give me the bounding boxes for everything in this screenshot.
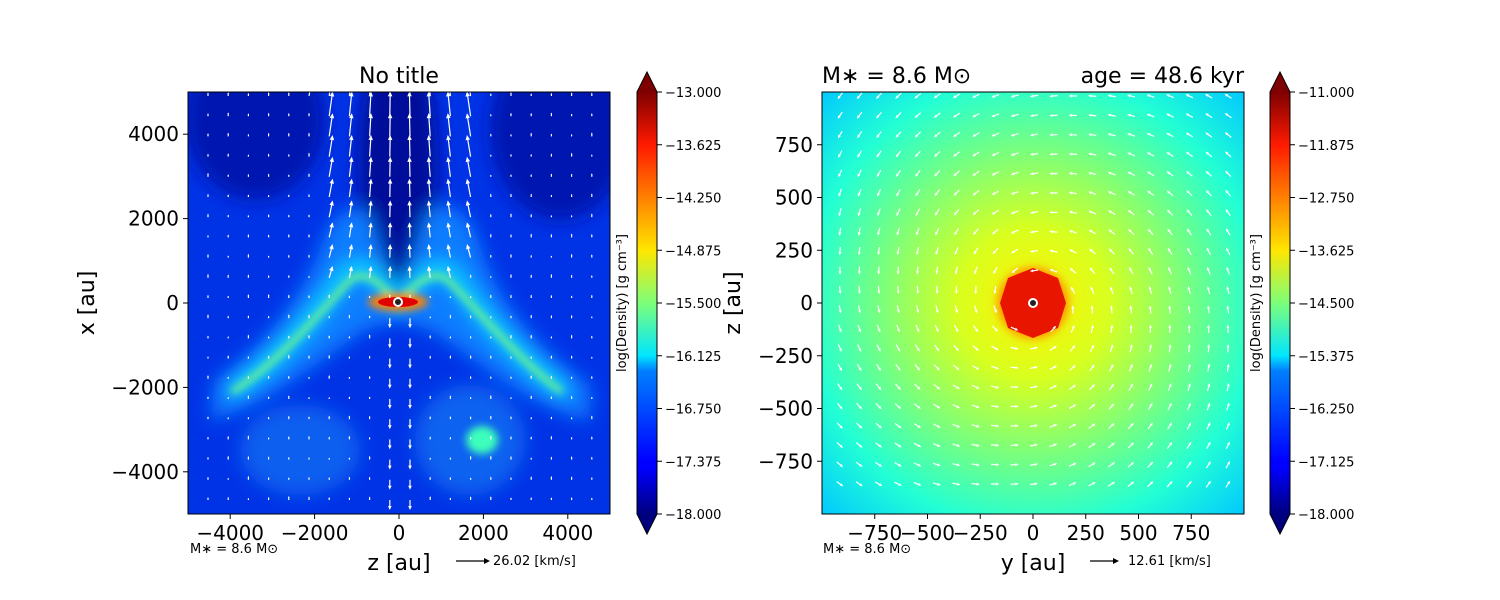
right-colorbar: −11.000 −11.875 −12.750 −13.625 −14.500 −15.3… [1249, 72, 1354, 534]
right-mass-note: M∗ = 8.6 M⊙ [823, 542, 911, 557]
left-ytick-label: 0 [166, 291, 179, 315]
right-colorbar-tick-label: −11.875 [1298, 139, 1354, 154]
left-colorbar-label: log(Density) [g cm⁻³] [615, 234, 630, 372]
left-velocity-arrow-head [612, 255, 613, 256]
left-mass-note: M∗ = 8.6 M⊙ [190, 542, 278, 557]
left-velocity-arrow-head [612, 195, 613, 196]
right-title-right: age = 48.6 kyr [1081, 64, 1245, 89]
right-colorbar-tick-label: −18.000 [1298, 508, 1354, 523]
left-xtick-label: 0 [393, 521, 406, 545]
left-velocity-arrow [409, 160, 410, 177]
right-colorbar-tick-label: −14.500 [1298, 297, 1354, 312]
left-velocity-arrow-head [611, 457, 612, 458]
left-colorbar-tick-label: −16.750 [665, 403, 721, 418]
right-xtick-label: 750 [1172, 521, 1210, 545]
right-colorbar-tick-label: −16.250 [1298, 403, 1354, 418]
right-colorbar-tick-label: −15.375 [1298, 350, 1354, 365]
right-xtick-label: 250 [1067, 521, 1105, 545]
left-panel: −4000 −2000 0 2000 4000−4000−2000020004000 N… [75, 40, 721, 576]
right-ytick-label: 500 [775, 186, 813, 210]
left-velocity-arrow-head [611, 133, 612, 134]
left-velocity-arrow-head [349, 70, 353, 75]
right-ytick-label: 750 [775, 133, 813, 157]
left-velocity-arrow-head [611, 274, 612, 275]
left-ylabel: x [au] [75, 271, 100, 336]
right-xtick-label: −250 [953, 521, 1008, 545]
left-velocity-arrow-head [330, 70, 334, 75]
right-ylabel: z [au] [721, 271, 746, 334]
right-sink-particle [1029, 299, 1037, 307]
left-velocity-arrow [409, 116, 410, 136]
left-velocity-arrow-head [611, 476, 612, 477]
left-xtick-label: 2000 [458, 521, 509, 545]
left-velocity-arrow-head [310, 70, 314, 75]
right-colorbar-label: log(Density) [g cm⁻³] [1249, 234, 1264, 372]
left-colorbar-tick-label: −15.500 [665, 297, 721, 312]
left-colorbar-tick-label: −18.000 [665, 508, 721, 523]
left-velocity-arrow-head [611, 233, 612, 235]
left-colorbar-tick-label: −16.125 [665, 350, 721, 365]
left-ytick-label: −4000 [111, 460, 179, 484]
left-ytick-label: 4000 [128, 122, 179, 146]
left-xtick-label: −2000 [281, 521, 349, 545]
left-colorbar-tick-label: −14.250 [665, 192, 721, 207]
left-velocity-arrow-head [611, 173, 612, 174]
right-ytick-label: −750 [758, 449, 813, 473]
right-ytick-label: 250 [775, 238, 813, 262]
left-velocity-arrow [409, 182, 410, 197]
left-velocity-arrow-head [446, 70, 450, 75]
left-velocity-arrow-head [611, 436, 612, 437]
right-panel: −750−500−250 0 250 500 750−750−500−250025050… [721, 3, 1354, 600]
left-xtick-label: 4000 [542, 521, 593, 545]
left-velocity-arrow-head [465, 70, 469, 75]
left-colorbar-tick-label: −17.375 [665, 455, 721, 470]
right-title-left: M∗ = 8.6 M⊙ [822, 64, 971, 89]
left-velocity-arrow-head [611, 113, 612, 114]
right-ytick-label: −250 [758, 344, 813, 368]
left-velocity-arrow-head [612, 94, 613, 95]
left-colorbar: −13.000 −13.625 −14.250 −14.875 −15.500 −16.1… [615, 72, 721, 534]
right-quiver-key-label: 12.61 [km/s] [1128, 554, 1211, 569]
right-xtick-label: 0 [1027, 521, 1040, 545]
right-colorbar-tick-label: −17.125 [1298, 455, 1354, 470]
right-colorbar-tick-label: −11.000 [1298, 86, 1354, 101]
left-colorbar-tick-label: −13.000 [665, 86, 721, 101]
left-velocity-arrow-head [612, 356, 613, 357]
left-sink-particle [394, 298, 402, 306]
left-velocity-arrow-head [611, 496, 612, 498]
left-xlabel: z [au] [367, 551, 430, 576]
left-velocity-arrow [409, 94, 410, 116]
left-colorbar-tick-label: −14.875 [665, 244, 721, 259]
right-xtick-label: 500 [1119, 521, 1157, 545]
left-quiver-key: 26.02 [km/s] [456, 554, 576, 569]
left-velocity-arrow-head [611, 154, 612, 155]
left-density-map [185, 40, 630, 514]
left-colorbar-tick-label: −13.625 [665, 139, 721, 154]
left-velocity-arrow-head [612, 336, 613, 337]
left-quiver-key-label: 26.02 [km/s] [493, 554, 576, 569]
right-ytick-label: −500 [758, 397, 813, 421]
left-velocity-arrow-head [611, 375, 612, 376]
right-xlabel: y [au] [1001, 551, 1066, 576]
left-velocity-arrow-head [611, 416, 612, 417]
left-velocity-arrow-head [611, 295, 612, 296]
left-velocity-arrow-head [611, 213, 612, 214]
left-velocity-arrow-head [611, 396, 612, 397]
left-velocity-arrow [409, 138, 410, 157]
left-ytick-label: 2000 [128, 207, 179, 231]
right-ytick-label: 0 [800, 291, 813, 315]
right-colorbar-tick-label: −13.625 [1298, 244, 1354, 259]
right-quiver-key: 12.61 [km/s] [1090, 554, 1211, 569]
left-ytick-label: −2000 [111, 375, 179, 399]
left-velocity-arrow-head [611, 315, 612, 316]
right-density-map [733, 3, 1333, 600]
left-title: No title [359, 64, 439, 89]
right-colorbar-tick-label: −12.750 [1298, 192, 1354, 207]
